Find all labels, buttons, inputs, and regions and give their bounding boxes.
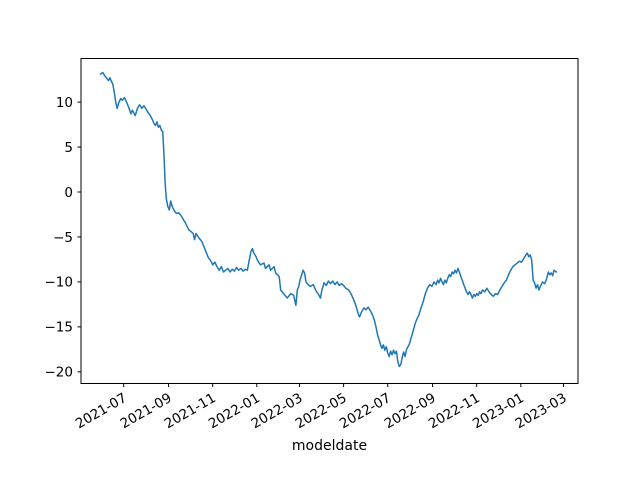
- y-tick-label: 0: [64, 185, 73, 201]
- y-tick-label: −15: [45, 320, 74, 336]
- plot-border: [80, 58, 579, 384]
- y-tick-label: −20: [45, 365, 74, 381]
- y-tick-label: 10: [56, 95, 73, 111]
- y-tick-label: −10: [45, 275, 74, 291]
- y-tick-label: 5: [64, 140, 73, 156]
- data-line: [99, 71, 558, 368]
- x-axis-title: modeldate: [291, 438, 368, 454]
- y-tick-label: −5: [53, 230, 73, 246]
